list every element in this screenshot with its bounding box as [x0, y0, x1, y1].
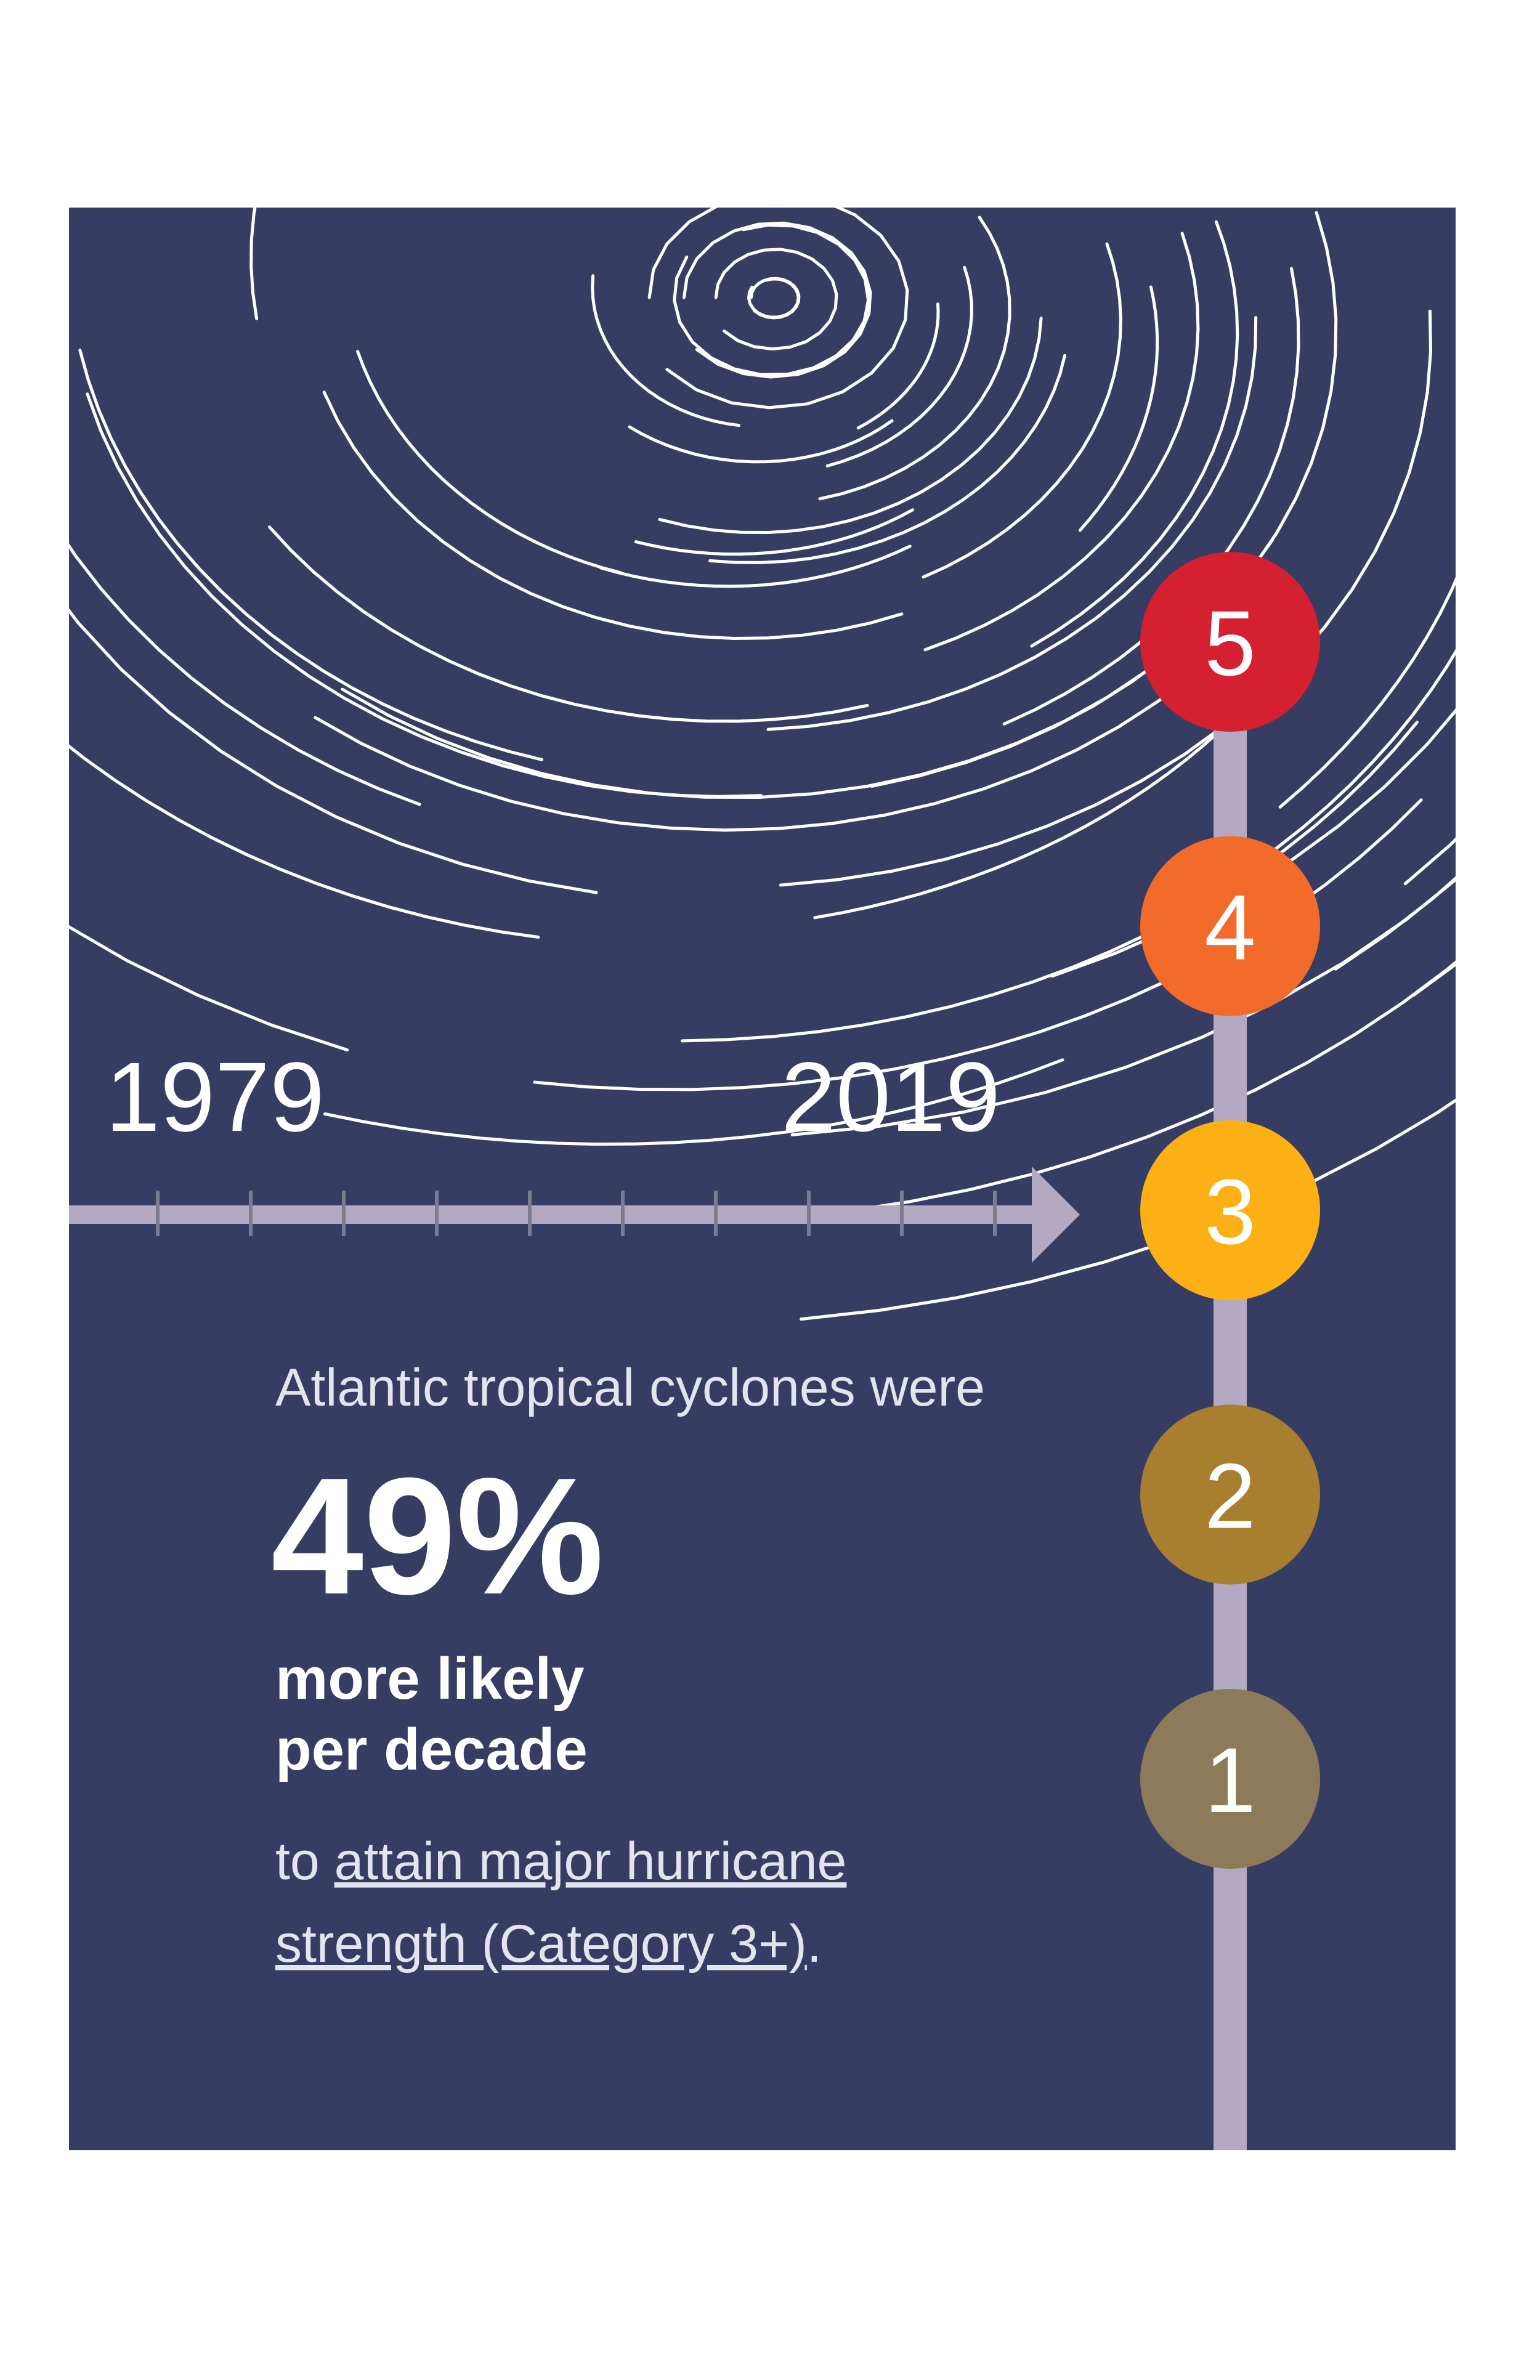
categories: 5 4 3 2 1: [1140, 552, 1320, 1869]
underlined-text: attain major hurricane: [334, 1832, 847, 1891]
text: to: [275, 1832, 334, 1891]
swirl-line: [800, 1098, 1456, 1321]
swirl-line: [1248, 649, 1456, 869]
stat-line: more likely: [275, 1646, 585, 1712]
swirl-line: [628, 419, 894, 464]
timeline-ticks: [156, 1191, 997, 1236]
swirl-line: [1278, 577, 1456, 809]
category-label: 2: [1204, 1444, 1255, 1548]
swirl-line: [249, 208, 259, 320]
timeline-line: [69, 1205, 1036, 1224]
stat-line: per decade: [275, 1717, 588, 1783]
start-year: 1979: [105, 1042, 325, 1152]
category-circle: [1140, 1120, 1320, 1300]
swirl-line: [673, 223, 870, 376]
closing-line: strength (Category 3+).: [275, 1914, 822, 1973]
swirl-line: [813, 698, 1253, 920]
category-label: 4: [1204, 876, 1255, 979]
category-circle: [1140, 836, 1320, 1016]
swirl-line: [856, 302, 940, 430]
category-circle: [1140, 1689, 1320, 1869]
swirl-line: [86, 392, 763, 798]
swirl-line: [268, 525, 869, 723]
swirl-line: [658, 317, 1043, 535]
intro-text: Atlantic tropical cyclones were: [275, 1358, 985, 1417]
swirl-line: [599, 544, 912, 588]
category-circle: [1140, 1404, 1320, 1585]
category-label: 1: [1204, 1728, 1255, 1832]
swirl-line: [766, 316, 1258, 731]
timeline-arrowhead: [1032, 1167, 1080, 1263]
swirl-line: [818, 216, 1011, 501]
swirl-line: [682, 221, 872, 379]
category-label: 3: [1204, 1160, 1255, 1263]
end-year: 2019: [781, 1042, 1000, 1152]
swirl-line: [717, 960, 1456, 1224]
swirl-line: [1030, 220, 1239, 648]
swirl-line: [647, 208, 909, 410]
swirl-line: [69, 543, 421, 806]
swirl-line: [1458, 9, 1540, 1002]
swirl-line: [922, 242, 1122, 579]
swirl-line: [314, 608, 1261, 832]
swirl-line: [634, 508, 915, 556]
swirl-line: [1002, 267, 1300, 726]
swirl-line: [322, 391, 904, 641]
swirl-line: [1078, 285, 1159, 532]
swirl-line: [708, 354, 1066, 564]
category-circle: [1140, 552, 1320, 732]
swirl-line: [747, 277, 800, 319]
category-label: 5: [1204, 591, 1255, 695]
storm-swirl: [0, 9, 1540, 1321]
swirl-line: [923, 232, 1200, 652]
swirl-line: [69, 925, 349, 1052]
swirl-line: [356, 350, 622, 575]
closing-line: to attain major hurricane: [275, 1832, 846, 1891]
text: .: [807, 1914, 822, 1973]
stat: 49%: [271, 1444, 604, 1629]
underlined-text: strength (Category 3+): [275, 1914, 807, 1973]
swirl-line: [681, 721, 1419, 1043]
swirl-line: [69, 608, 598, 894]
swirl-line: [78, 349, 543, 761]
swirl-line: [69, 744, 540, 939]
swirl-line: [790, 877, 1456, 1136]
swirl-line: [714, 248, 838, 351]
swirl-line: [323, 1058, 1064, 1146]
swirl-line: [591, 274, 740, 427]
swirl-line: [825, 265, 973, 467]
swirl-line: [0, 108, 1, 668]
